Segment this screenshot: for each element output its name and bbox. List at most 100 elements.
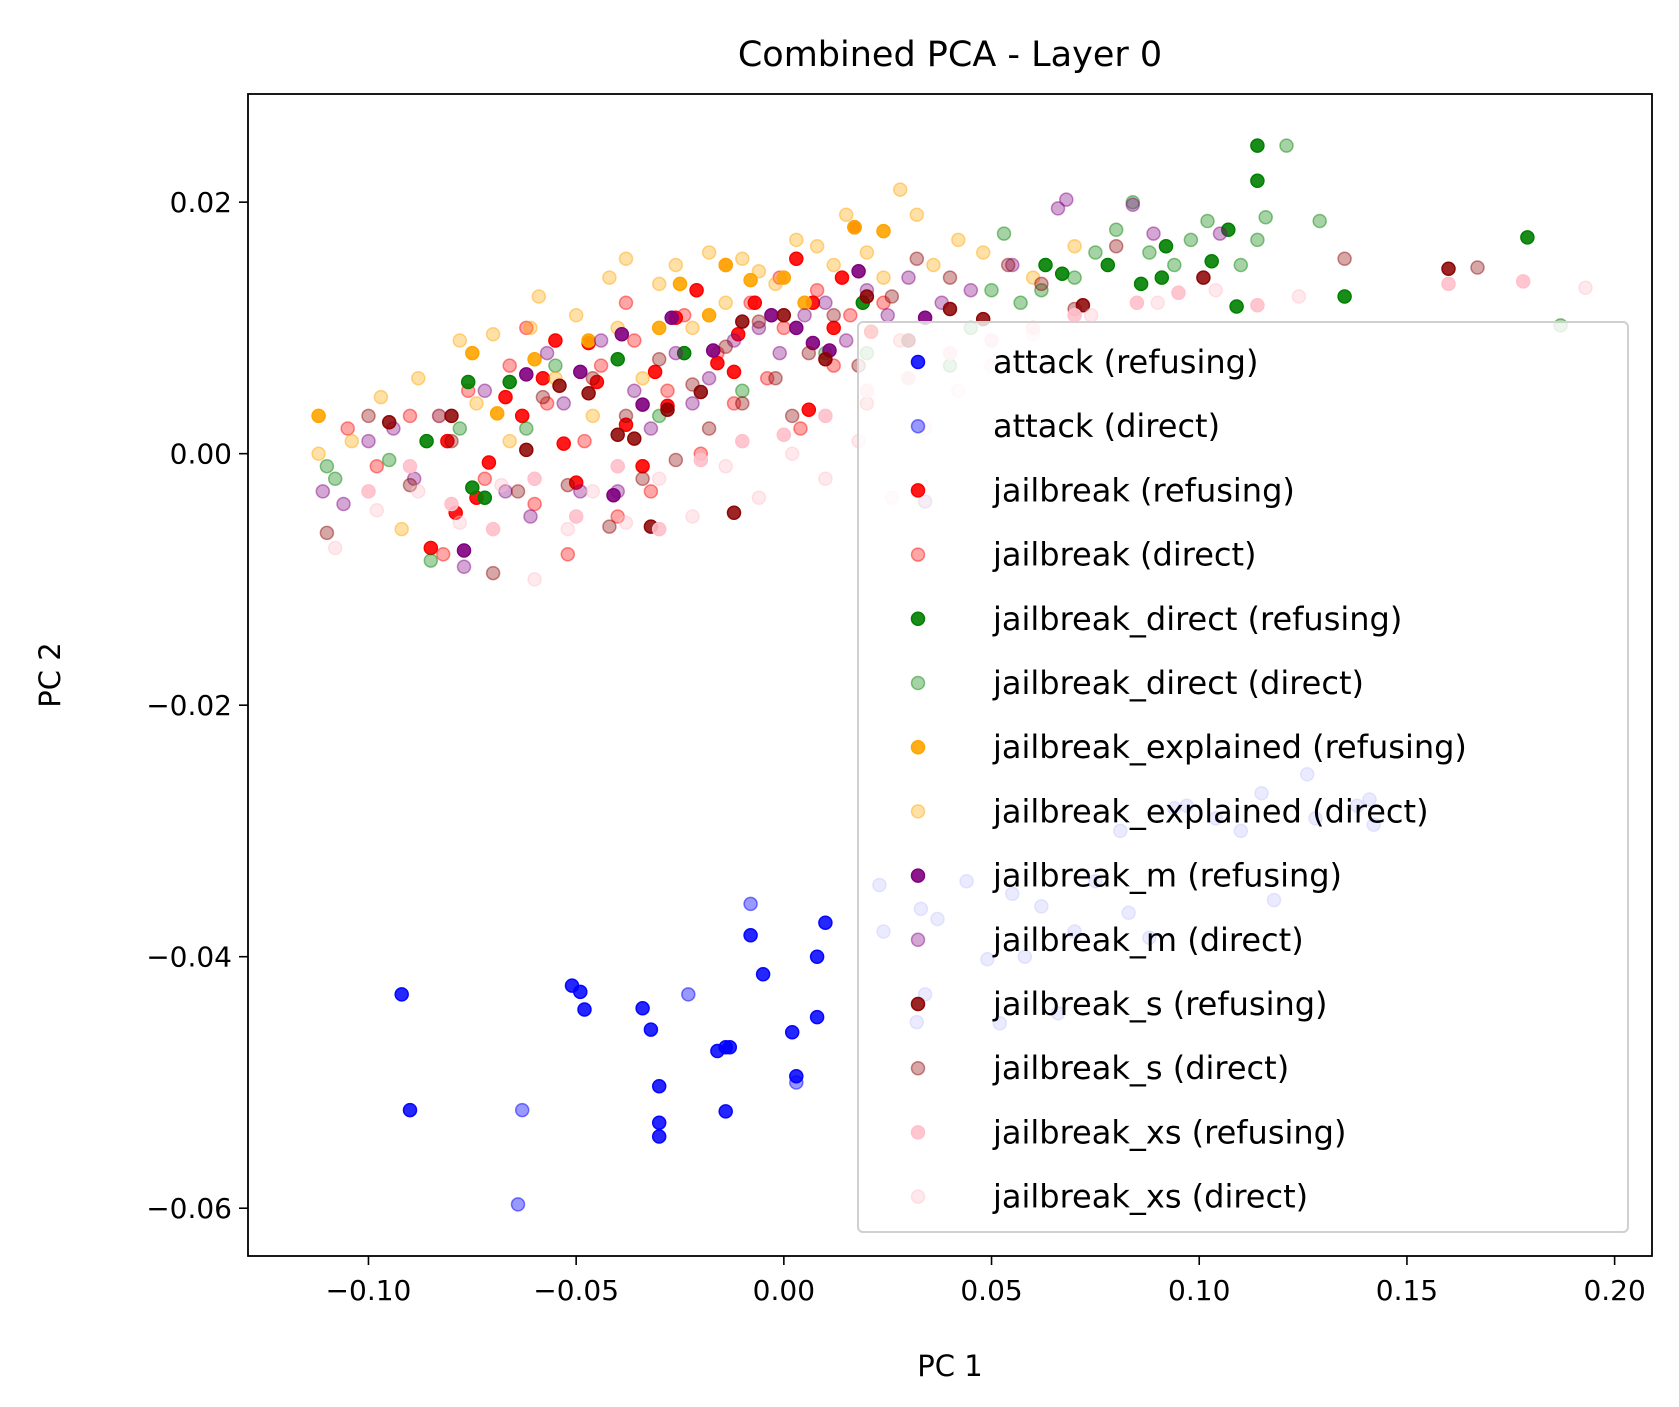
data-point-jailbreak-s-direct: [510, 484, 526, 499]
data-point-jailbreak-direct: [519, 320, 534, 336]
data-point-jailbreak-s-direct: [909, 251, 925, 266]
data-point-jailbreak-s-refusing: [610, 427, 625, 443]
data-point-jailbreak-m-direct: [726, 333, 742, 348]
data-point-attack-refusing: [577, 1002, 592, 1017]
data-point-jailbreak-m-refusing: [519, 367, 534, 382]
data-point-jailbreak-m-direct: [1146, 226, 1161, 241]
data-point-jailbreak-explained-direct: [892, 182, 908, 197]
data-point-jailbreak-direct-direct: [1142, 245, 1157, 260]
data-point-jailbreak-s-refusing: [1075, 298, 1091, 313]
legend-marker-jailbreak-s-refusing: [910, 996, 926, 1012]
data-point-jailbreak-xs-refusing: [735, 433, 750, 449]
data-point-jailbreak-direct-direct: [1258, 209, 1273, 225]
data-point-jailbreak-direct: [726, 396, 742, 411]
data-point-jailbreak-direct: [643, 484, 659, 499]
x-tick-label: 0.15: [1376, 1274, 1438, 1307]
y-tick-label: −0.02: [146, 689, 232, 722]
data-point-jailbreak-explained-direct: [975, 245, 991, 260]
data-point-jailbreak-direct-refusing: [1250, 173, 1265, 189]
data-point-jailbreak-direct-direct: [452, 421, 468, 436]
legend-label-jailbreak-s-refusing: jailbreak_s (refusing): [992, 985, 1328, 1023]
data-point-jailbreak-xs-direct: [1291, 289, 1307, 304]
data-point-jailbreak-direct-refusing: [1054, 266, 1070, 282]
data-point-jailbreak-m-refusing: [851, 264, 866, 279]
data-point-jailbreak-refusing: [568, 475, 584, 490]
data-point-jailbreak-direct-direct: [1250, 232, 1265, 248]
data-point-jailbreak-s-direct: [635, 471, 650, 487]
data-point-jailbreak-direct: [660, 383, 675, 399]
data-point-jailbreak-s-direct: [942, 270, 958, 285]
data-point-jailbreak-refusing: [618, 417, 634, 432]
data-point-jailbreak-direct: [402, 408, 418, 424]
legend-marker-jailbreak-s-direct: [910, 1060, 926, 1076]
data-point-attack-refusing: [651, 1115, 667, 1130]
data-point-jailbreak-explained-refusing: [651, 320, 667, 336]
legend-marker-jailbreak-refusing: [910, 483, 926, 498]
x-tick-label: −0.05: [533, 1274, 619, 1307]
data-point-jailbreak-m-direct: [838, 333, 854, 348]
data-point-attack-refusing: [784, 1024, 800, 1040]
data-point-jailbreak-m-refusing: [705, 343, 721, 358]
data-point-jailbreak-explained-direct: [789, 232, 804, 248]
legend-label-jailbreak-m-direct: jailbreak_m (direct): [992, 921, 1304, 959]
data-point-jailbreak-s-direct: [801, 345, 817, 361]
data-point-attack-direct: [789, 1075, 804, 1090]
data-point-jailbreak-m-direct: [431, 408, 447, 424]
data-point-jailbreak-m-direct: [456, 559, 472, 575]
x-tick-label: 0.20: [1583, 1274, 1645, 1307]
data-point-jailbreak-direct: [593, 358, 609, 373]
data-point-jailbreak-refusing: [481, 455, 497, 470]
data-point-jailbreak-xs-refusing: [610, 458, 625, 474]
data-point-jailbreak-direct: [539, 396, 555, 411]
data-point-jailbreak-direct: [618, 295, 634, 311]
data-point-jailbreak-direct-refusing: [1337, 289, 1352, 304]
data-point-jailbreak-xs-direct: [718, 458, 733, 474]
data-point-jailbreak-refusing: [726, 364, 742, 380]
data-point-attack-refusing: [651, 1078, 667, 1094]
data-point-jailbreak-direct-refusing: [1100, 257, 1116, 273]
data-point-jailbreak-s-direct: [784, 408, 800, 424]
data-point-jailbreak-direct-direct: [1088, 245, 1103, 260]
data-point-jailbreak-xs-direct: [1578, 280, 1593, 295]
data-point-jailbreak-direct-direct: [1108, 222, 1124, 238]
x-tick-label: 0.05: [960, 1274, 1022, 1307]
data-point-jailbreak-xs-refusing: [485, 521, 501, 537]
data-point-jailbreak-m-direct: [498, 484, 513, 499]
data-point-jailbreak-m-direct: [818, 295, 833, 311]
data-point-jailbreak-explained-direct: [373, 389, 389, 405]
data-point-jailbreak-xs-direct: [1150, 295, 1165, 311]
data-point-jailbreak-direct: [610, 509, 625, 524]
legend-label-attack-direct: attack (direct): [993, 407, 1220, 445]
data-point-jailbreak-explained-refusing: [797, 295, 812, 311]
data-point-attack-refusing: [755, 967, 771, 982]
data-point-jailbreak-direct-refusing: [1038, 257, 1053, 273]
data-point-jailbreak-s-direct: [1000, 257, 1016, 273]
data-point-jailbreak-explained-direct: [531, 289, 547, 304]
data-point-jailbreak-refusing: [647, 364, 663, 380]
data-point-jailbreak-m-direct: [627, 383, 642, 399]
legend-label-jailbreak-direct-refusing: jailbreak_direct (refusing): [992, 600, 1402, 638]
data-point-jailbreak-s-refusing: [776, 308, 792, 323]
data-point-jailbreak-xs-refusing: [1515, 274, 1531, 289]
data-point-attack-refusing: [809, 949, 825, 964]
data-point-jailbreak-xs-direct: [751, 490, 767, 505]
x-tick-label: 0.00: [753, 1274, 815, 1307]
data-point-jailbreak-refusing: [789, 251, 804, 266]
data-point-jailbreak-xs-refusing: [818, 408, 833, 424]
data-point-attack-refusing: [722, 1039, 738, 1055]
data-point-jailbreak-direct: [340, 421, 355, 436]
data-point-jailbreak-m-direct: [1212, 226, 1228, 241]
data-point-jailbreak-xs-refusing: [568, 509, 584, 524]
legend-label-jailbreak-direct: jailbreak (direct): [992, 536, 1257, 574]
data-point-jailbreak-xs-direct: [1083, 308, 1099, 323]
data-point-jailbreak-refusing: [440, 433, 455, 449]
plot-frame: [247, 93, 1653, 1257]
data-point-jailbreak-s-direct: [651, 352, 667, 367]
data-point-jailbreak-explained-direct: [411, 370, 426, 386]
data-point-jailbreak-direct-refusing: [419, 433, 434, 449]
data-point-jailbreak-direct: [577, 433, 592, 449]
data-point-attack-refusing: [635, 1001, 650, 1016]
data-point-jailbreak-direct: [502, 358, 517, 373]
data-point-jailbreak-s-direct: [444, 433, 459, 449]
